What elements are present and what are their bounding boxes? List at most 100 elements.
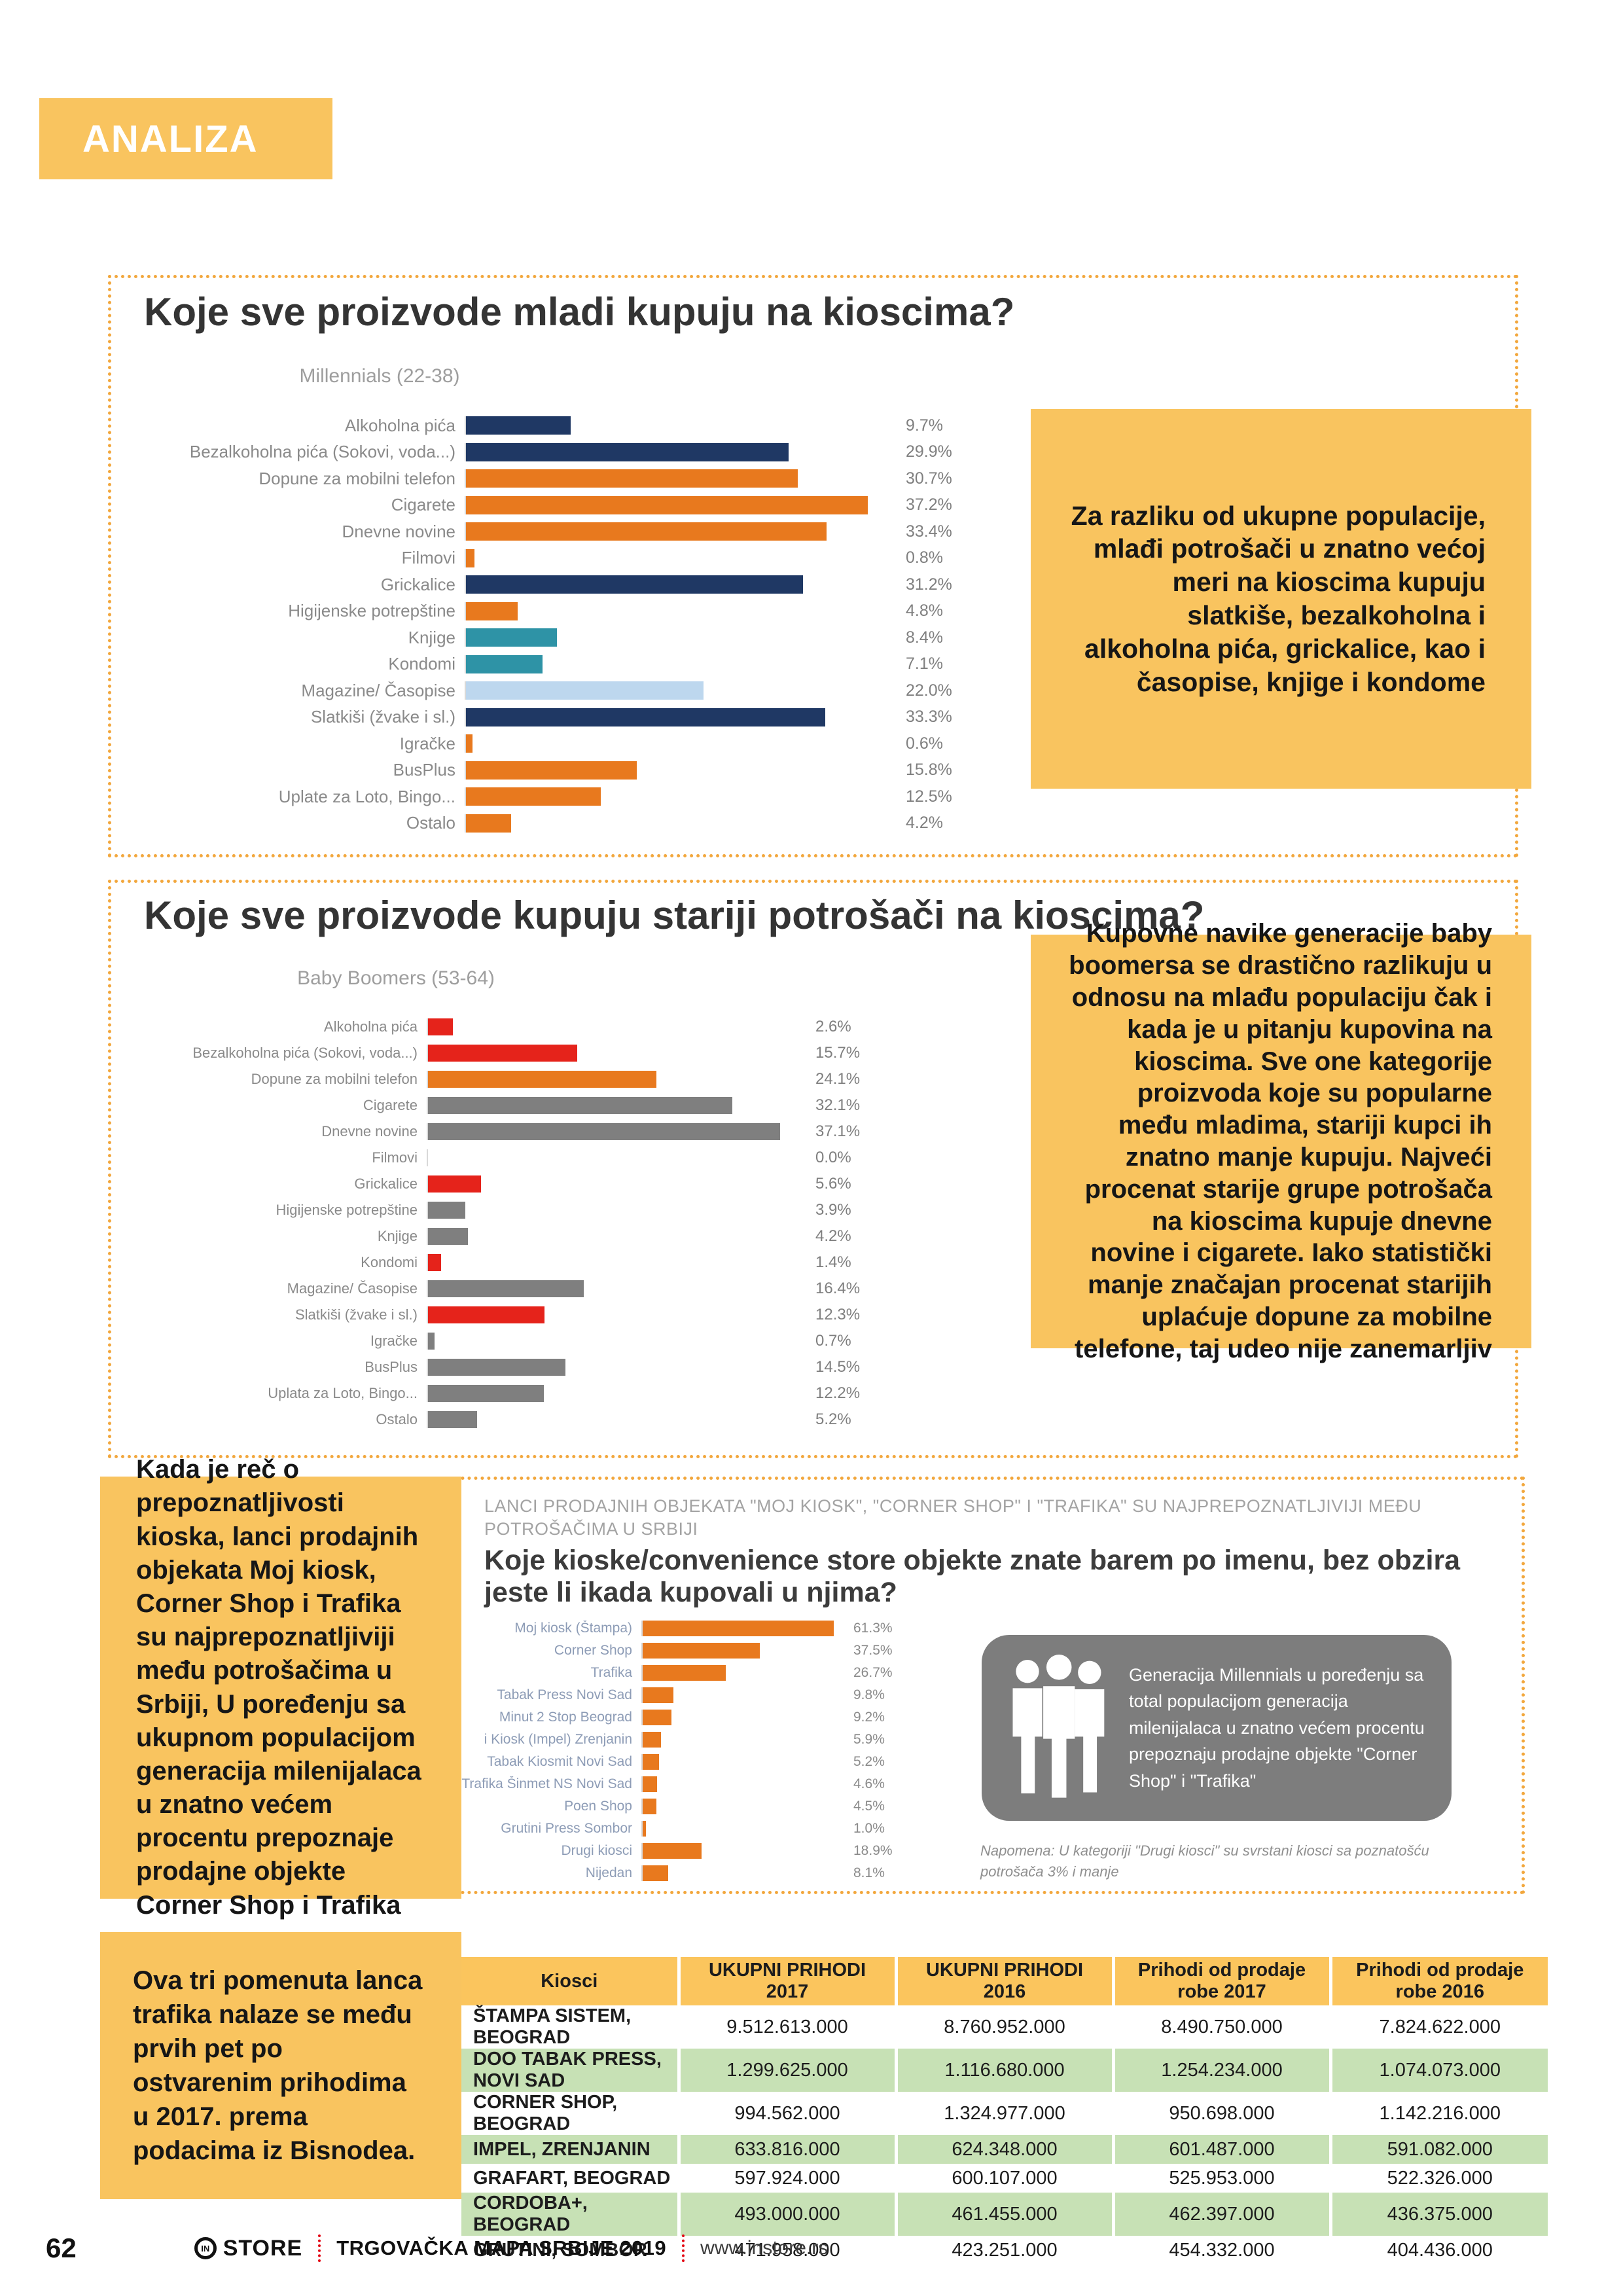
bar-label: Minut 2 Stop Beograd — [499, 1710, 632, 1725]
bar-row: Uplata za Loto, Bingo... 12.2% — [111, 1380, 860, 1407]
boomers-callout-text: Kupovne navike generacije baby boomersa … — [1069, 919, 1492, 1363]
bar-fill — [466, 601, 518, 620]
bar-label: Uplata za Loto, Bingo... — [268, 1385, 418, 1401]
bar-label: Grutini Press Sombor — [501, 1821, 632, 1836]
table-row: CORDOBA+, BEOGRAD 493.000.000 461.455.000 4… — [461, 2193, 1548, 2236]
bar-row: i Kiosk (Impel) Zrenjanin 5.9% — [223, 1729, 893, 1751]
bar-label: Alkoholna pića — [323, 1018, 418, 1035]
page-footer: 62 IN STORE TRGOVAČKA MAPA SRBIJE 2019 w… — [46, 2229, 828, 2268]
bar-value: 12.2% — [815, 1384, 861, 1402]
bar-row: Kondomi 1.4% — [111, 1249, 860, 1276]
table-body: ŠTAMPA SISTEM, BEOGRAD 9.512.613.000 8.760… — [461, 2005, 1548, 2265]
bar-row: Minut 2 Stop Beograd 9.2% — [223, 1706, 893, 1729]
bar-label: Uplate za Loto, Bingo... — [278, 786, 455, 806]
bar-label: Tabak Kiosmit Novi Sad — [487, 1754, 632, 1769]
bar-row: BusPlus 15.8% — [111, 757, 952, 784]
footer-divider — [318, 2234, 321, 2262]
edition-title: TRGOVAČKA MAPA SRBIJE 2019 — [336, 2236, 667, 2259]
bar-row: Knjige 4.2% — [111, 1223, 860, 1249]
bar-row: Dnevne novine 33.4% — [111, 518, 952, 545]
bar-fill — [466, 416, 571, 435]
bar-track — [427, 1097, 808, 1114]
bar-label: Dopune za mobilni telefon — [259, 468, 455, 488]
bar-value: 9.7% — [906, 416, 943, 435]
bar-label: Slatkiši (žvake i sl.) — [294, 1306, 418, 1323]
table-cell: 600.107.000 — [894, 2164, 1113, 2193]
table-cell: 8.760.952.000 — [894, 2005, 1113, 2049]
bar-label: Grickalice — [354, 1175, 418, 1192]
bar-track — [465, 814, 898, 833]
awareness-bar-chart: Moj kiosk (Štampa) 61.3% Corner Shop 37.5% T… — [223, 1617, 893, 1884]
website-link[interactable]: www.instore.rs — [700, 2237, 829, 2259]
bar-value: 4.5% — [853, 1799, 885, 1814]
table-cell: 9.512.613.000 — [677, 2005, 896, 2049]
bar-fill — [428, 1202, 465, 1219]
bar-label: Kondomi — [361, 1254, 418, 1270]
bar-label: Higijenske potrepštine — [288, 601, 455, 621]
bar-label: Grickalice — [380, 574, 455, 594]
bar-row: Corner Shop 37.5% — [223, 1640, 893, 1662]
kiosk-revenue-table: Kiosci UKUPNI PRIHODI 2017 UKUPNI PRIHODI … — [461, 1957, 1548, 2265]
bar-value: 37.2% — [906, 495, 952, 514]
bar-label: Knjige — [408, 627, 455, 647]
bar-row: Ostalo 5.2% — [111, 1407, 860, 1433]
bar-label: Dnevne novine — [321, 1123, 418, 1139]
table-cell: 591.082.000 — [1329, 2135, 1548, 2164]
page-number: 62 — [46, 2233, 77, 2263]
bar-track — [427, 1359, 808, 1376]
bar-track — [427, 1228, 808, 1245]
bar-row: Dopune za mobilni telefon 30.7% — [111, 465, 952, 492]
table-cell: CORDOBA+, BEOGRAD — [461, 2193, 679, 2236]
bar-fill — [466, 548, 475, 567]
bar-track — [427, 1333, 808, 1350]
bar-track — [427, 1071, 808, 1088]
bar-fill — [643, 1643, 760, 1659]
table-cell: ŠTAMPA SISTEM, BEOGRAD — [461, 2005, 679, 2049]
bar-label: Magazine/ Časopise — [301, 680, 455, 700]
bar-fill — [466, 708, 826, 726]
table-cell: 423.251.000 — [894, 2236, 1113, 2265]
bar-label: Trafika — [590, 1665, 632, 1680]
footer-divider — [682, 2234, 685, 2262]
bar-track — [641, 1710, 846, 1725]
bar-label: BusPlus — [365, 1359, 418, 1375]
table-cell: 404.436.000 — [1329, 2236, 1548, 2265]
table-cell: 1.299.625.000 — [677, 2049, 896, 2092]
bar-value: 1.0% — [853, 1821, 885, 1836]
bar-track — [641, 1754, 846, 1770]
page-title: ANALIZA — [82, 117, 259, 160]
bar-track — [427, 1306, 808, 1323]
instore-logo: IN STORE — [194, 2236, 303, 2261]
bar-label: Trafika Šinmet NS Novi Sad — [461, 1776, 632, 1791]
boomers-callout-box: Kupovne navike generacije baby boomersa … — [1031, 919, 1531, 1363]
bar-track — [427, 1175, 808, 1193]
bar-value: 0.6% — [906, 734, 943, 753]
bar-track — [465, 761, 898, 780]
bar-value: 12.3% — [815, 1306, 861, 1323]
bar-row: Dopune za mobilni telefon 24.1% — [111, 1066, 860, 1092]
bar-track — [465, 628, 898, 647]
bar-value: 14.5% — [815, 1358, 861, 1376]
bar-fill — [466, 814, 512, 833]
bar-row: Igračke 0.6% — [111, 730, 952, 757]
bar-row: Uplate za Loto, Bingo... 12.5% — [111, 783, 952, 810]
bar-track — [465, 575, 898, 594]
table-row: ŠTAMPA SISTEM, BEOGRAD 9.512.613.000 8.760… — [461, 2005, 1548, 2049]
table-header-cell: Kiosci — [461, 1957, 679, 2005]
bar-track — [465, 548, 898, 567]
chart-footnote: Napomena: U kategoriji "Drugi kiosci" su… — [980, 1842, 1429, 1880]
bar-fill — [428, 1306, 545, 1323]
bar-row: Grutini Press Sombor 1.0% — [223, 1818, 893, 1840]
bar-fill — [428, 1333, 435, 1350]
bar-fill — [643, 1710, 671, 1725]
table-header-cell: UKUPNI PRIHODI 2017 — [677, 1957, 896, 2005]
bar-row: Ostalo 4.2% — [111, 810, 952, 837]
table-row: CORNER SHOP, BEOGRAD 994.562.000 1.324.977… — [461, 2092, 1548, 2135]
table-cell: 994.562.000 — [677, 2092, 896, 2135]
bar-fill — [466, 681, 704, 700]
bar-row: Higijenske potrepštine 3.9% — [111, 1197, 860, 1223]
insight-text: Generacija Millennials u poređenju sa to… — [1129, 1664, 1425, 1791]
bar-track — [427, 1018, 808, 1035]
bar-track — [427, 1254, 808, 1271]
